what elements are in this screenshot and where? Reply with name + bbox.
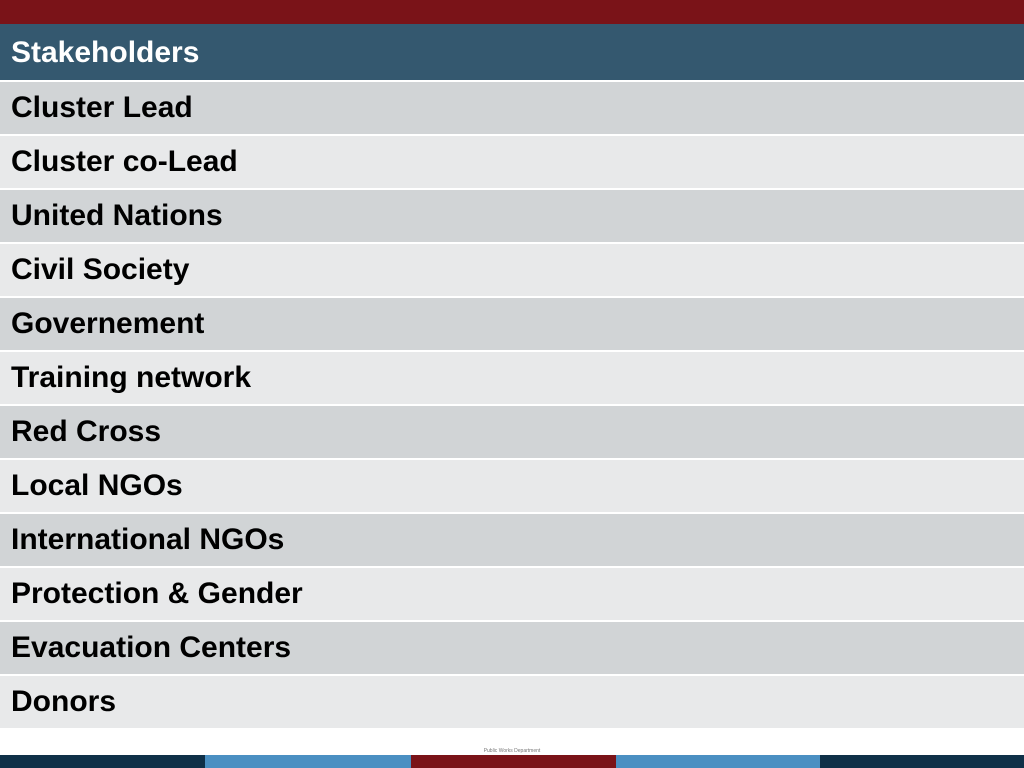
table-row: Cluster co-Lead <box>0 134 1024 188</box>
table-row: Civil Society <box>0 242 1024 296</box>
strip-segment-red <box>411 755 616 768</box>
bottom-color-strip <box>0 755 1024 768</box>
table-row: Donors <box>0 674 1024 728</box>
table-header: Stakeholders <box>0 24 1024 80</box>
table-row: Evacuation Centers <box>0 620 1024 674</box>
table-row: Red Cross <box>0 404 1024 458</box>
table-row: International NGOs <box>0 512 1024 566</box>
table-row: Governement <box>0 296 1024 350</box>
table-row: Local NGOs <box>0 458 1024 512</box>
table-row: United Nations <box>0 188 1024 242</box>
strip-segment-dark <box>820 755 1024 768</box>
table-row: Cluster Lead <box>0 80 1024 134</box>
table-row: Protection & Gender <box>0 566 1024 620</box>
strip-segment-light <box>205 755 411 768</box>
stakeholders-table: Stakeholders Cluster Lead Cluster co-Lea… <box>0 24 1024 728</box>
table-row: Training network <box>0 350 1024 404</box>
strip-segment-dark <box>0 755 205 768</box>
top-color-band <box>0 0 1024 24</box>
footer-note: Public Works Department <box>483 748 541 754</box>
strip-segment-light <box>616 755 820 768</box>
